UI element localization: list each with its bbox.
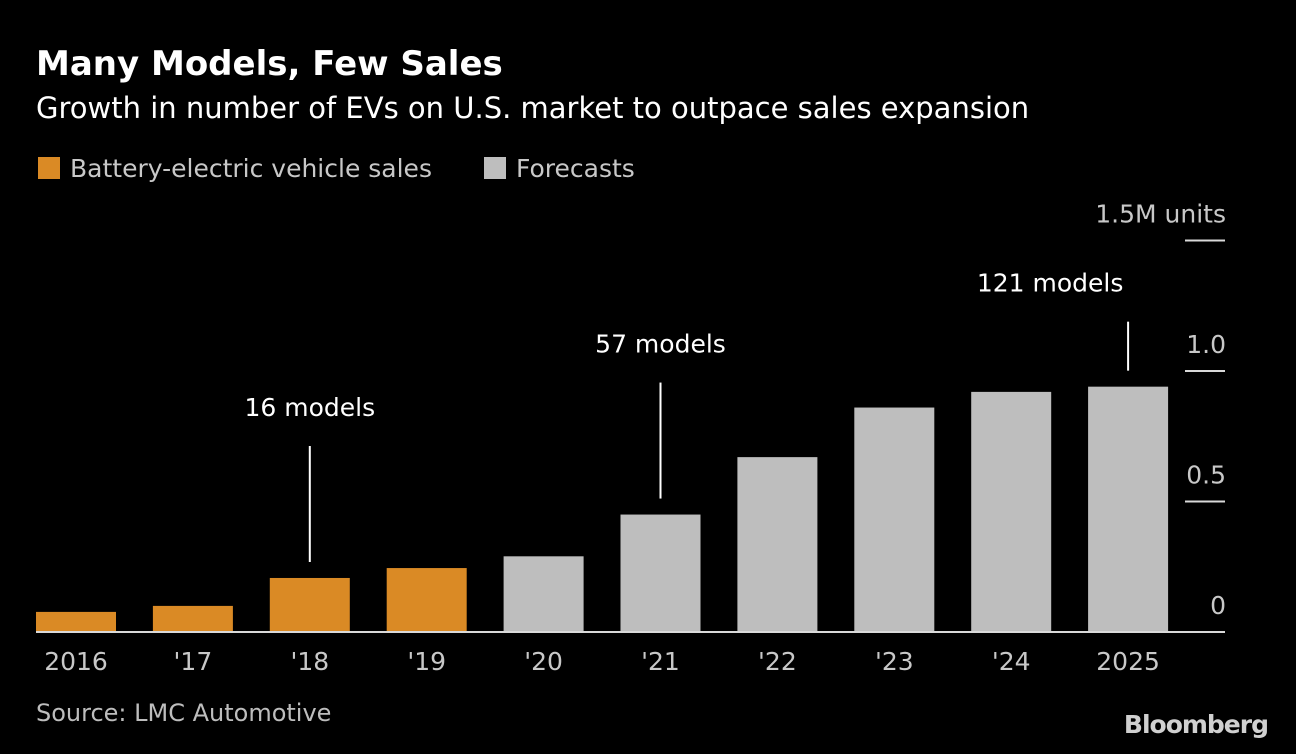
- x-tick-label: '20: [524, 647, 563, 676]
- y-axis: 0 0.5 1.0 1.5M units: [1095, 200, 1226, 621]
- y-tick-label: 1.0: [1186, 330, 1226, 359]
- bar-21: [620, 514, 701, 632]
- legend-swatch-forecasts: [484, 157, 506, 179]
- y-tick-label: 1.5M units: [1095, 200, 1226, 229]
- bar-18: [269, 577, 350, 632]
- bloomberg-logo: Bloomberg: [1124, 710, 1268, 739]
- x-tick-label: '21: [641, 647, 680, 676]
- x-tick-label: '19: [407, 647, 446, 676]
- x-tick-label: '17: [174, 647, 213, 676]
- x-tick-label: 2025: [1096, 647, 1160, 676]
- x-tick-label: '23: [875, 647, 914, 676]
- bar-22: [737, 457, 818, 632]
- source-note: Source: LMC Automotive: [36, 699, 331, 727]
- bar-17: [152, 605, 233, 632]
- x-tick-label: 2016: [44, 647, 108, 676]
- legend: Battery-electric vehicle sales Forecasts: [38, 154, 635, 183]
- x-axis: 2016 '17 '18 '19 '20 '21 '22 '23 '24 2025: [44, 647, 1160, 676]
- legend-label-forecasts: Forecasts: [516, 154, 635, 183]
- annotations: 16 models 57 models 121 models: [244, 269, 1130, 562]
- annotation-label: 57 models: [595, 330, 726, 359]
- annotation-label: 16 models: [244, 393, 375, 422]
- legend-swatch-sales: [38, 157, 60, 179]
- y-tick-label: 0.5: [1186, 461, 1226, 490]
- y-tick-label: 0: [1210, 591, 1226, 620]
- annotation-label: 121 models: [977, 269, 1124, 298]
- bar-20: [503, 556, 584, 632]
- bar-23: [854, 407, 935, 632]
- legend-label-sales: Battery-electric vehicle sales: [70, 154, 432, 183]
- chart-subtitle: Growth in number of EVs on U.S. market t…: [36, 91, 1029, 125]
- x-tick-label: '24: [992, 647, 1031, 676]
- bar-2025: [1088, 386, 1169, 632]
- x-tick-label: '18: [290, 647, 329, 676]
- bar-2016: [36, 611, 116, 632]
- bar-24: [971, 391, 1052, 632]
- x-tick-label: '22: [758, 647, 797, 676]
- chart-title: Many Models, Few Sales: [36, 44, 503, 84]
- bar-19: [386, 568, 467, 632]
- bars: [36, 386, 1169, 632]
